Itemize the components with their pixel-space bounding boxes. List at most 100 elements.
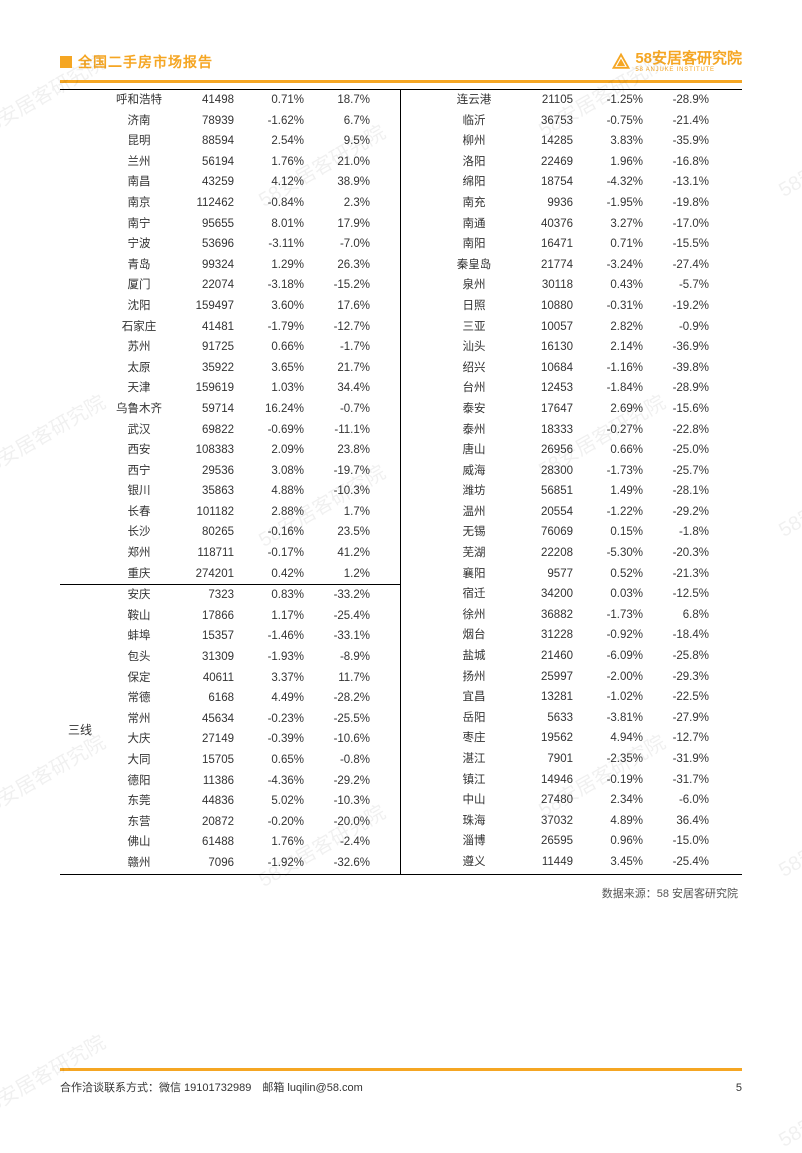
pct1-cell: -0.84% bbox=[240, 193, 310, 214]
value-cell: 9936 bbox=[517, 193, 579, 214]
data-table: 呼和浩特414980.71%18.7%济南78939-1.62%6.7%昆明88… bbox=[60, 89, 742, 875]
city-cell: 南宁 bbox=[100, 214, 178, 235]
city-cell: 徐州 bbox=[431, 605, 517, 626]
table-row: 泰州18333-0.27%-22.8% bbox=[401, 420, 742, 441]
table-row: 保定406113.37%11.7% bbox=[100, 668, 400, 689]
pct2-cell: -21.3% bbox=[649, 564, 719, 585]
pct2-cell: -25.0% bbox=[649, 440, 719, 461]
pct1-cell: 3.60% bbox=[240, 296, 310, 317]
pct1-cell: -1.02% bbox=[579, 687, 649, 708]
pct2-cell: -0.8% bbox=[310, 750, 380, 771]
city-cell: 沈阳 bbox=[100, 296, 178, 317]
value-cell: 44836 bbox=[178, 791, 240, 812]
city-cell: 昆明 bbox=[100, 131, 178, 152]
value-cell: 26595 bbox=[517, 831, 579, 852]
value-cell: 112462 bbox=[178, 193, 240, 214]
pct1-cell: 2.88% bbox=[240, 502, 310, 523]
pct1-cell: 4.88% bbox=[240, 481, 310, 502]
value-cell: 159497 bbox=[178, 296, 240, 317]
value-cell: 10684 bbox=[517, 358, 579, 379]
pct1-cell: -1.92% bbox=[240, 853, 310, 874]
header-rule bbox=[60, 80, 742, 83]
pct2-cell: -25.4% bbox=[649, 852, 719, 873]
value-cell: 12453 bbox=[517, 378, 579, 399]
pct1-cell: 0.52% bbox=[579, 564, 649, 585]
value-cell: 80265 bbox=[178, 522, 240, 543]
pct2-cell: -0.9% bbox=[649, 317, 719, 338]
pct1-cell: -1.62% bbox=[240, 111, 310, 132]
pct1-cell: -0.39% bbox=[240, 729, 310, 750]
pct1-cell: 1.49% bbox=[579, 481, 649, 502]
value-cell: 36753 bbox=[517, 111, 579, 132]
table-row: 扬州25997-2.00%-29.3% bbox=[401, 667, 742, 688]
table-row: 西安1083832.09%23.8% bbox=[100, 440, 400, 461]
logo-text: 58安居客研究院 bbox=[635, 50, 742, 67]
pct1-cell: 1.76% bbox=[240, 152, 310, 173]
logo-text-wrap: 58安居客研究院 58 ANJUKE INSTITUTE bbox=[635, 51, 742, 73]
value-cell: 95655 bbox=[178, 214, 240, 235]
pct2-cell: -31.7% bbox=[649, 770, 719, 791]
value-cell: 20554 bbox=[517, 502, 579, 523]
city-cell: 珠海 bbox=[431, 811, 517, 832]
pct2-cell: -20.3% bbox=[649, 543, 719, 564]
table-row: 郑州118711-0.17%41.2% bbox=[100, 543, 400, 564]
value-cell: 159619 bbox=[178, 378, 240, 399]
pct2-cell: 6.7% bbox=[310, 111, 380, 132]
table-row: 潍坊568511.49%-28.1% bbox=[401, 481, 742, 502]
pct1-cell: 4.12% bbox=[240, 172, 310, 193]
city-cell: 连云港 bbox=[431, 90, 517, 111]
pct2-cell: -29.2% bbox=[649, 502, 719, 523]
data-source: 数据来源：58 安居客研究院 bbox=[60, 885, 742, 901]
city-cell: 绍兴 bbox=[431, 358, 517, 379]
table-row: 盐城21460-6.09%-25.8% bbox=[401, 646, 742, 667]
value-cell: 10057 bbox=[517, 317, 579, 338]
pct1-cell: -1.93% bbox=[240, 647, 310, 668]
footer-rule bbox=[60, 1068, 742, 1071]
city-cell: 厦门 bbox=[100, 275, 178, 296]
value-cell: 21105 bbox=[517, 90, 579, 111]
pct1-cell: 4.94% bbox=[579, 728, 649, 749]
pct2-cell: -15.5% bbox=[649, 234, 719, 255]
pct2-cell: 18.7% bbox=[310, 90, 380, 111]
pct1-cell: 4.89% bbox=[579, 811, 649, 832]
pct2-cell: 17.9% bbox=[310, 214, 380, 235]
city-cell: 烟台 bbox=[431, 625, 517, 646]
pct1-cell: 2.09% bbox=[240, 440, 310, 461]
pct1-cell: 3.27% bbox=[579, 214, 649, 235]
pct2-cell: 1.7% bbox=[310, 502, 380, 523]
value-cell: 15705 bbox=[178, 750, 240, 771]
value-cell: 61488 bbox=[178, 832, 240, 853]
pct2-cell: -1.7% bbox=[310, 337, 380, 358]
pct2-cell: 21.0% bbox=[310, 152, 380, 173]
pct1-cell: 3.65% bbox=[240, 358, 310, 379]
pct1-cell: 4.49% bbox=[240, 688, 310, 709]
pct1-cell: 8.01% bbox=[240, 214, 310, 235]
pct1-cell: -1.79% bbox=[240, 317, 310, 338]
pct1-cell: 0.71% bbox=[240, 90, 310, 111]
table-left-bottom-section: 三线 安庆73230.83%-33.2%鞍山178661.17%-25.4%蚌埠… bbox=[60, 585, 400, 873]
pct2-cell: -29.2% bbox=[310, 771, 380, 792]
pct1-cell: 1.76% bbox=[240, 832, 310, 853]
value-cell: 16130 bbox=[517, 337, 579, 358]
value-cell: 21460 bbox=[517, 646, 579, 667]
city-cell: 泰州 bbox=[431, 420, 517, 441]
page-number: 5 bbox=[736, 1082, 742, 1094]
pct2-cell: -36.9% bbox=[649, 337, 719, 358]
pct1-cell: -0.69% bbox=[240, 420, 310, 441]
pct1-cell: -4.36% bbox=[240, 771, 310, 792]
pct1-cell: 2.82% bbox=[579, 317, 649, 338]
pct1-cell: -1.73% bbox=[579, 605, 649, 626]
table-row: 东莞448365.02%-10.3% bbox=[100, 791, 400, 812]
pct2-cell: -6.0% bbox=[649, 790, 719, 811]
table-row: 银川358634.88%-10.3% bbox=[100, 481, 400, 502]
table-row: 烟台31228-0.92%-18.4% bbox=[401, 625, 742, 646]
city-cell: 汕头 bbox=[431, 337, 517, 358]
pct1-cell: -5.30% bbox=[579, 543, 649, 564]
value-cell: 22208 bbox=[517, 543, 579, 564]
city-cell: 德阳 bbox=[100, 771, 178, 792]
value-cell: 26956 bbox=[517, 440, 579, 461]
table-row: 昆明885942.54%9.5% bbox=[100, 131, 400, 152]
city-cell: 泰安 bbox=[431, 399, 517, 420]
pct2-cell: -18.4% bbox=[649, 625, 719, 646]
pct2-cell: 6.8% bbox=[649, 605, 719, 626]
